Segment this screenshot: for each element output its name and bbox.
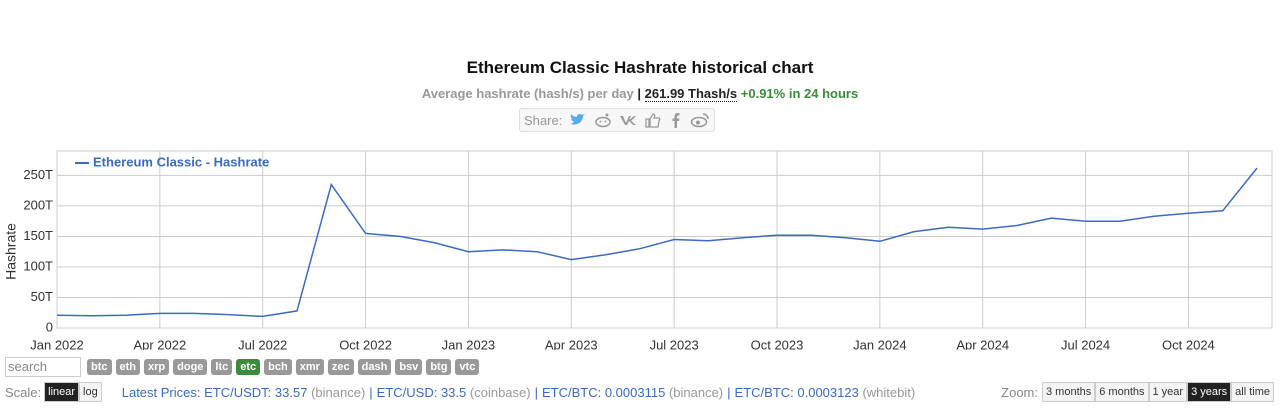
chart-title: Ethereum Classic Hashrate historical cha… — [466, 58, 814, 77]
zoom-label: Zoom: — [1001, 384, 1038, 400]
coin-button[interactable]: xrp — [144, 359, 170, 375]
subtitle: Average hashrate (hash/s) per day | 261.… — [0, 86, 1280, 102]
coin-button[interactable]: bsv — [395, 359, 423, 375]
scale-selector: Scale: linear log Latest Prices: ETC/USDT… — [5, 382, 915, 402]
x-tick-label: Jul 2022 — [238, 337, 287, 350]
zoom-button[interactable]: all time — [1231, 382, 1274, 402]
change: +0.91% in 24 hours — [740, 86, 859, 101]
coin-button[interactable]: vtc — [455, 359, 480, 375]
zoom-buttons: 3 months 6 months 1 year 3 years all time — [1042, 382, 1274, 402]
data-line — [56, 167, 1258, 318]
coin-button[interactable]: bch — [264, 359, 292, 375]
x-tick-label: Apr 2022 — [133, 337, 186, 350]
price[interactable]: ETC/BTC: 0.0003123 — [734, 384, 859, 400]
scale-button[interactable]: log — [79, 382, 102, 402]
scale-label: Scale: — [5, 384, 42, 400]
search-box[interactable]: search — [5, 357, 81, 377]
share-label: Share: — [524, 112, 563, 128]
plot-area — [56, 150, 1273, 329]
price[interactable]: ETC/USD: 33.5 — [376, 384, 467, 400]
coin-button[interactable]: btg — [426, 359, 452, 375]
price-source: (whitebit) — [862, 384, 916, 400]
coin-button[interactable]: zec — [327, 359, 354, 375]
legend-label: Ethereum Classic - Hashrate — [93, 154, 269, 169]
x-tick-label: Apr 2024 — [956, 337, 1009, 350]
coin-button[interactable]: btc — [87, 359, 112, 375]
x-tick-label: Jan 2022 — [30, 337, 84, 350]
zoom-selector: Zoom: 3 months 6 months 1 year 3 years all t… — [1001, 382, 1274, 402]
x-tick-label: Apr 2023 — [545, 337, 598, 350]
price-source: (binance) — [668, 384, 724, 400]
zoom-button[interactable]: 3 months — [1042, 382, 1096, 402]
x-tick-label: Jul 2023 — [650, 337, 699, 350]
current-rate: 261.99 Thash/s — [644, 86, 738, 102]
chart: 0 50T 100T 150T 200T 250T Jan 2022 Apr 2022 Jul … — [3, 150, 1273, 350]
coin-button[interactable]: doge — [173, 359, 208, 375]
coin-button[interactable]: etc — [236, 359, 261, 375]
facebook-icon[interactable] — [669, 112, 683, 128]
vk-icon[interactable] — [619, 112, 637, 128]
y-tick-label: 0 — [46, 319, 53, 334]
price-separator: | — [534, 384, 538, 400]
y-tick-label: 200T — [23, 197, 53, 212]
prices-label: Latest Prices: — [121, 384, 201, 400]
price-separator: | — [727, 384, 731, 400]
latest-prices: Latest Prices: ETC/USDT: 33.57 (binance)… — [122, 385, 915, 400]
coin-button[interactable]: eth — [115, 359, 140, 375]
x-tick-label: Oct 2024 — [1162, 337, 1215, 350]
weibo-icon[interactable] — [690, 112, 710, 128]
price[interactable]: ETC/USDT: 33.57 — [204, 384, 308, 400]
scale-button[interactable]: linear — [44, 382, 80, 402]
y-tick-label: 150T — [23, 228, 53, 243]
like-icon[interactable] — [644, 112, 662, 128]
price-source: (coinbase) — [469, 384, 531, 400]
coin-button[interactable]: dash — [357, 359, 392, 375]
y-tick-label: 100T — [23, 258, 53, 273]
coin-selector: search btc eth xrp doge ltc etc bch xmr zec dash b… — [5, 357, 480, 377]
coin-button[interactable]: xmr — [295, 359, 324, 375]
coin-button[interactable]: ltc — [211, 359, 233, 375]
reddit-icon[interactable] — [594, 112, 612, 128]
price-source: (binance) — [311, 384, 366, 400]
scale-buttons: linear log — [44, 382, 102, 402]
y-tick-label: 250T — [23, 167, 53, 182]
y-tick-label: 50T — [31, 289, 53, 304]
zoom-button[interactable]: 3 years — [1187, 382, 1232, 402]
twitter-icon[interactable] — [569, 112, 587, 128]
separator: | — [637, 86, 642, 101]
x-tick-label: Jul 2024 — [1061, 337, 1110, 350]
y-axis-label: Hashrate — [3, 223, 19, 280]
x-tick-label: Jan 2023 — [442, 337, 496, 350]
subtitle-text: Average hashrate (hash/s) per day — [421, 86, 634, 101]
x-tick-label: Oct 2022 — [339, 337, 392, 350]
share-bar: Share: — [519, 108, 716, 132]
x-tick-label: Jan 2024 — [853, 337, 907, 350]
price-separator: | — [369, 384, 373, 400]
zoom-button[interactable]: 6 months — [1095, 382, 1149, 402]
zoom-button[interactable]: 1 year — [1148, 382, 1188, 402]
x-tick-label: Oct 2023 — [751, 337, 804, 350]
price[interactable]: ETC/BTC: 0.0003115 — [541, 384, 666, 400]
